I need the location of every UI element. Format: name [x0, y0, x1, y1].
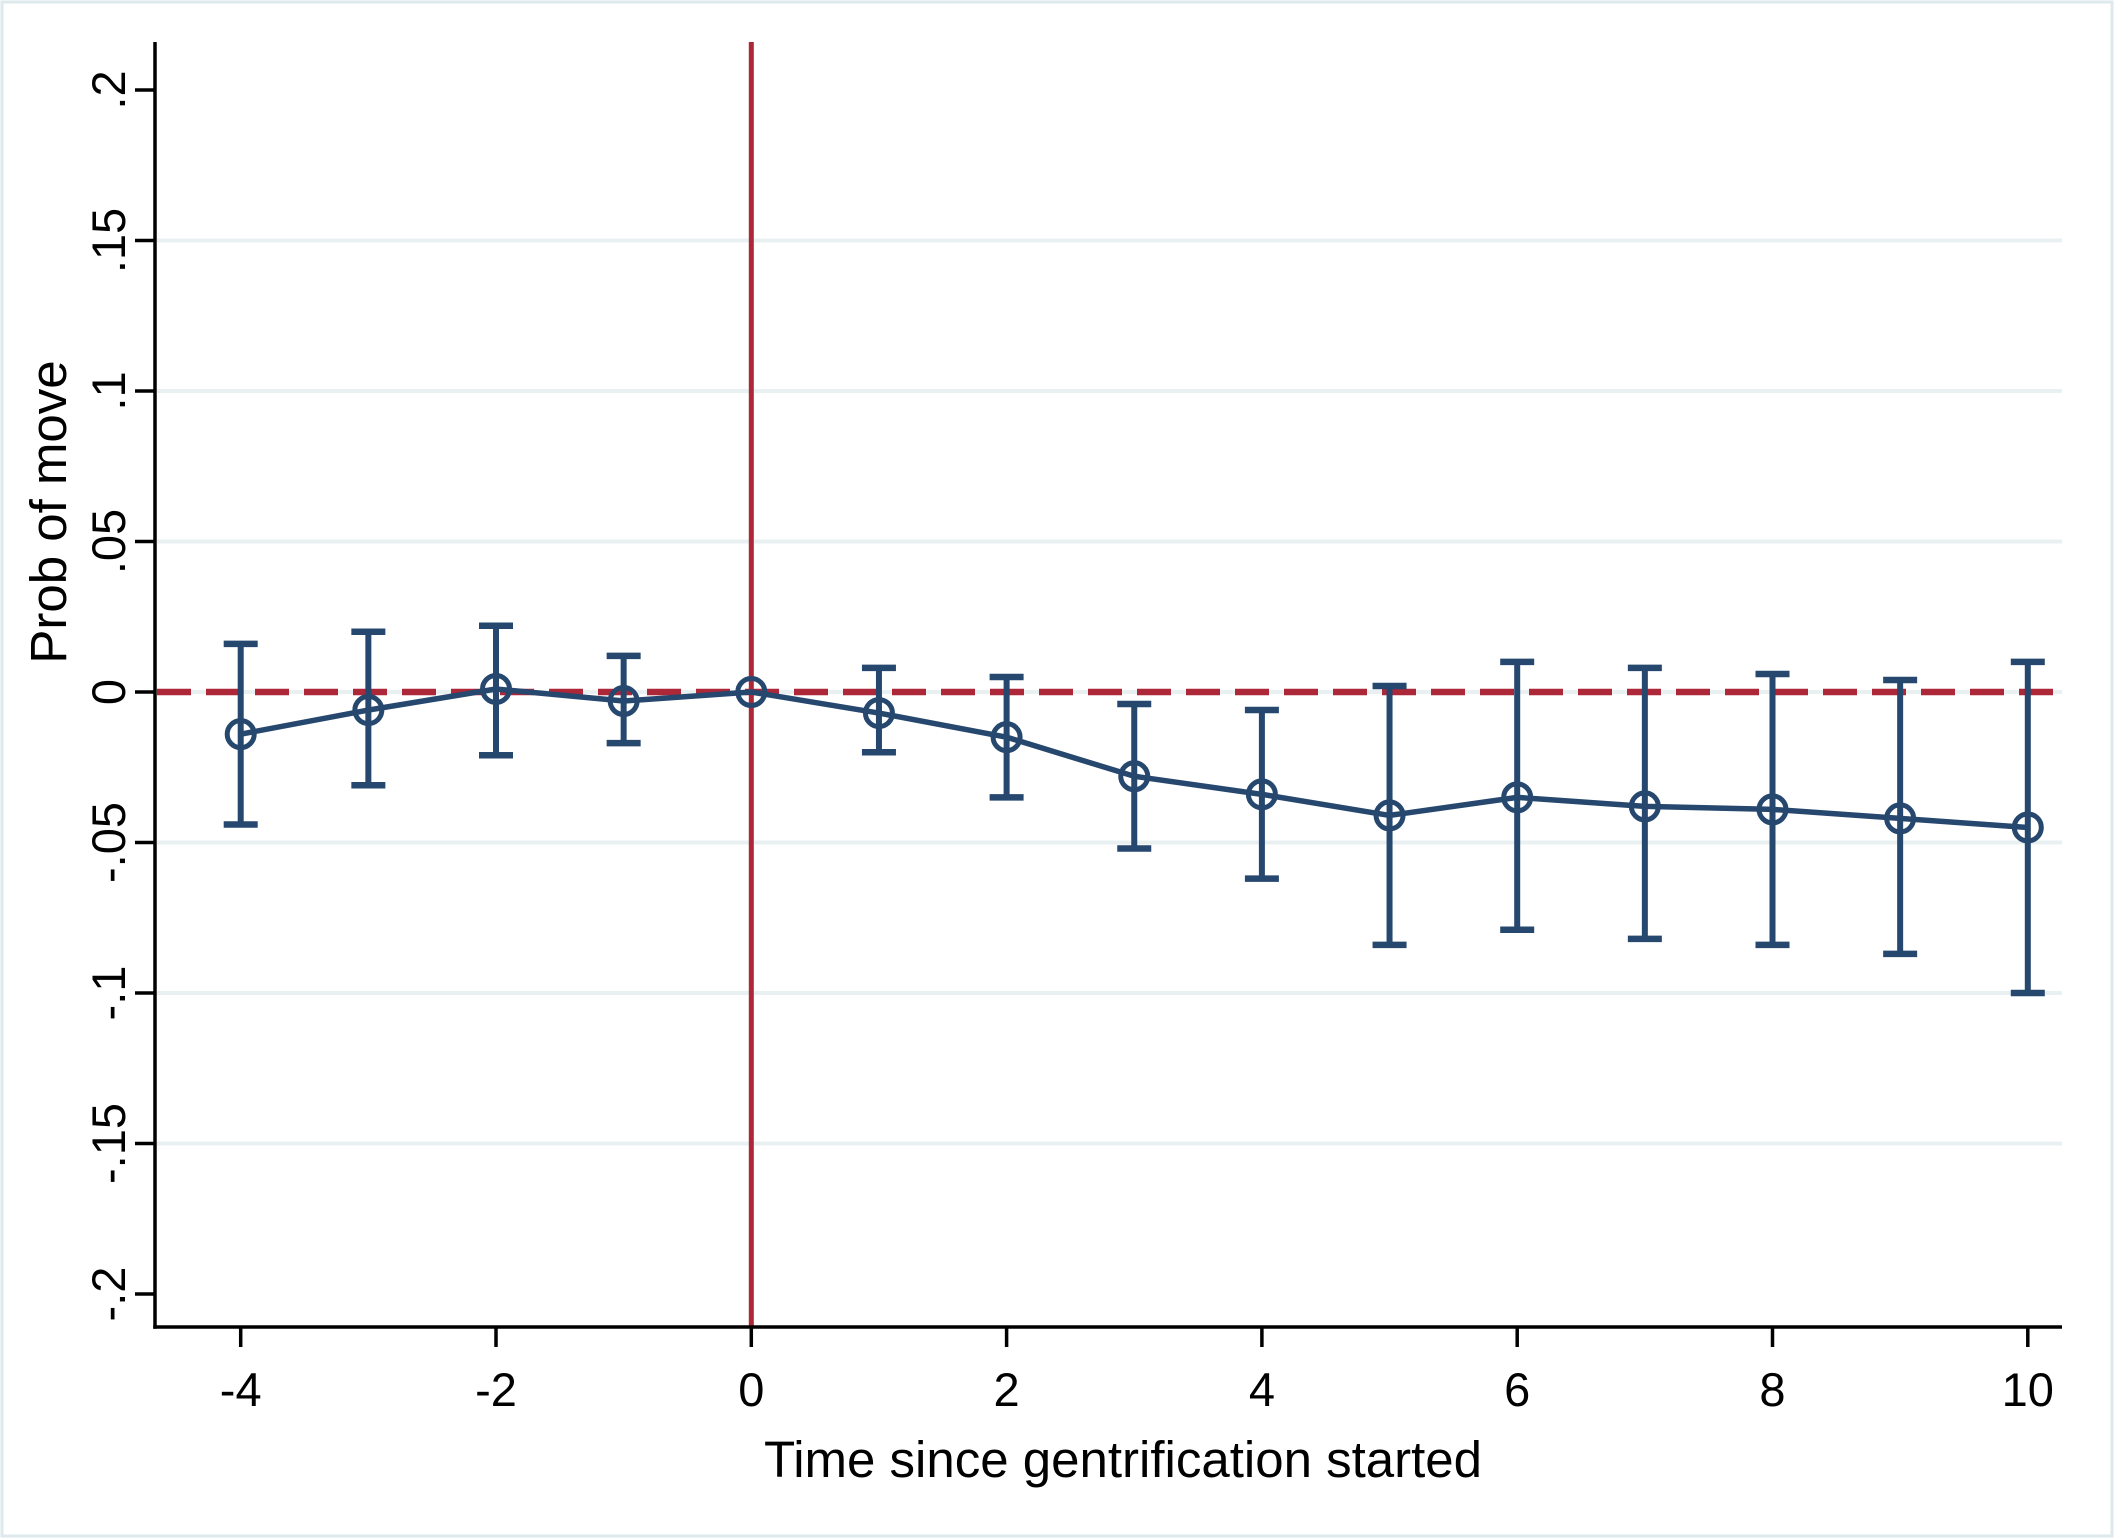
y-tick-label: -.1 — [82, 966, 135, 1021]
series-line — [240, 686, 2028, 831]
x-tick-label: 8 — [1759, 1363, 1785, 1416]
data-point-marker — [2011, 811, 2044, 844]
data-point-marker — [1756, 793, 1789, 826]
data-point-marker — [735, 676, 768, 708]
y-tick-label: -.2 — [82, 1267, 135, 1322]
data-point-marker — [990, 721, 1023, 754]
data-point-marker — [1884, 802, 1917, 835]
data-point-marker — [1628, 790, 1661, 823]
y-tick-label: -.15 — [82, 1103, 135, 1184]
data-layer — [223, 622, 2045, 997]
x-tick-label: 6 — [1504, 1363, 1530, 1416]
error-bar — [1627, 664, 1662, 943]
x-tick-label: -4 — [220, 1363, 262, 1416]
y-tick-label: .1 — [82, 371, 135, 410]
x-tick-label: 2 — [994, 1363, 1020, 1416]
x-axis-title: Time since gentrification started — [764, 1431, 1482, 1488]
data-point-marker — [224, 718, 257, 751]
tick-labels-layer: .2 .15 .1 .05 0 -.05 -.1 -.15 -.2 -4 -2 0 2 4 6 8 10 — [82, 70, 2054, 1416]
y-tick-label: -.05 — [82, 802, 135, 883]
data-point-marker — [352, 694, 385, 727]
data-point-marker — [1373, 799, 1406, 832]
y-tick-label: .2 — [82, 70, 135, 109]
axes-layer — [135, 42, 2062, 1347]
data-point-marker — [1118, 760, 1151, 793]
data-point-marker — [862, 697, 895, 730]
data-point-marker — [1245, 778, 1278, 811]
y-tick-label: .15 — [82, 208, 135, 273]
y-tick-label: .05 — [82, 509, 135, 574]
x-tick-label: 4 — [1249, 1363, 1275, 1416]
y-tick-label: 0 — [82, 679, 135, 705]
x-tick-label: 0 — [738, 1363, 764, 1416]
x-tick-label: 10 — [2002, 1363, 2054, 1416]
x-tick-label: -2 — [475, 1363, 517, 1416]
error-bar — [861, 664, 896, 756]
data-point-marker — [480, 672, 512, 705]
data-point-marker — [607, 685, 640, 718]
y-axis-title: Prob of move — [20, 360, 77, 663]
data-point-marker — [1501, 781, 1534, 814]
reference-lines-layer — [157, 42, 2062, 1327]
